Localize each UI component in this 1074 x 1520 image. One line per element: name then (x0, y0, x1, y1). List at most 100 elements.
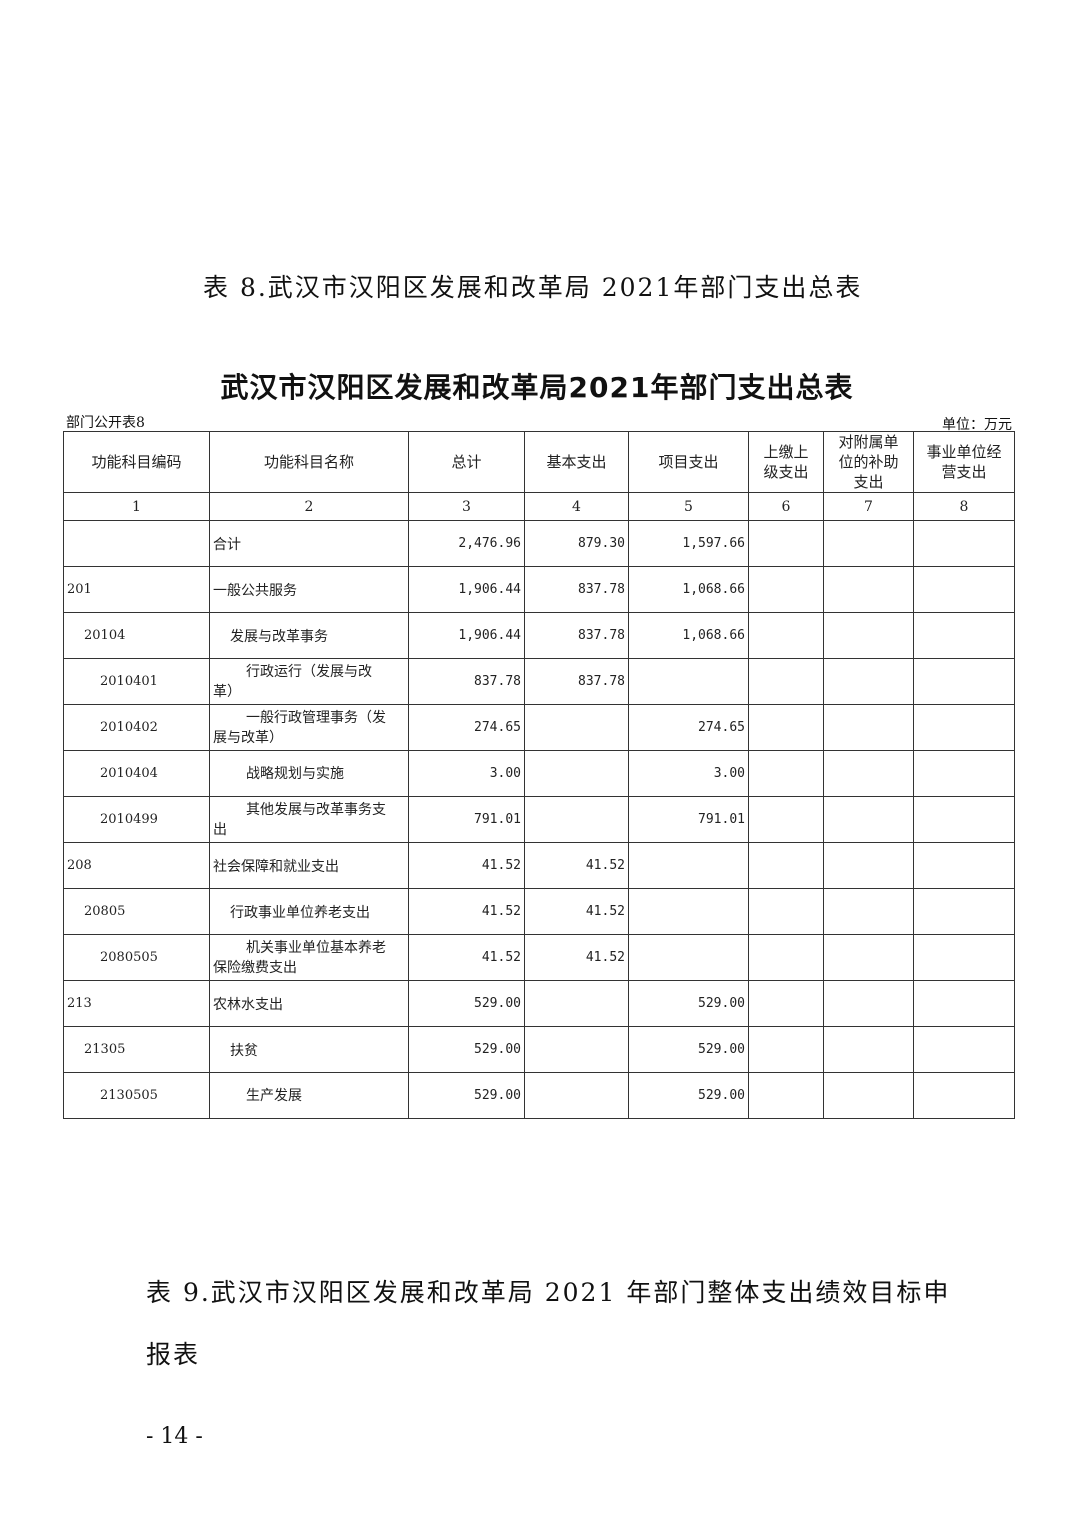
column-number: 7 (823, 492, 914, 521)
empty-cell (748, 934, 824, 981)
empty-cell (823, 980, 914, 1027)
column-header: 基本支出 (524, 431, 629, 493)
table-row: 2010499 其他发展与改革事务支出 791.01 791.01 (63, 796, 1015, 843)
total-cell: 529.00 (408, 1072, 525, 1119)
table-title: 武汉市汉阳区发展和改革局2021年部门支出总表 (220, 371, 854, 404)
name-cell: 其他发展与改革事务支出 (209, 796, 409, 843)
column-header: 总计 (408, 431, 525, 493)
empty-cell (748, 888, 824, 935)
total-cell: 1,906.44 (408, 566, 525, 613)
project-cell (628, 658, 749, 705)
column-header: 项目支出 (628, 431, 749, 493)
column-header: 功能科目编码 (63, 431, 210, 493)
empty-cell (913, 1026, 1015, 1073)
code-cell: 2010404 (63, 750, 210, 797)
table-row: 21305 扶贫 529.00 529.00 (63, 1026, 1015, 1073)
table-row: 213 农林水支出 529.00 529.00 (63, 980, 1015, 1027)
table-row: 2130505 生产发展 529.00 529.00 (63, 1072, 1015, 1119)
empty-cell (748, 612, 824, 659)
name-cell: 社会保障和就业支出 (209, 842, 409, 889)
code-cell: 20104 (63, 612, 210, 659)
empty-cell (913, 520, 1015, 567)
code-cell: 213 (63, 980, 210, 1027)
total-cell: 529.00 (408, 1026, 525, 1073)
empty-cell (823, 888, 914, 935)
empty-cell (913, 842, 1015, 889)
basic-cell (524, 750, 629, 797)
column-header: 上缴上级支出 (748, 431, 824, 493)
name-cell: 发展与改革事务 (209, 612, 409, 659)
basic-cell: 837.78 (524, 566, 629, 613)
total-cell: 3.00 (408, 750, 525, 797)
empty-cell (823, 934, 914, 981)
column-header: 事业单位经营支出 (913, 431, 1015, 493)
basic-cell (524, 1026, 629, 1073)
name-cell: 行政运行（发展与改革） (209, 658, 409, 705)
empty-cell (823, 520, 914, 567)
name-cell: 生产发展 (209, 1072, 409, 1119)
project-cell (628, 888, 749, 935)
column-number: 1 (63, 492, 210, 521)
empty-cell (748, 796, 824, 843)
empty-cell (823, 796, 914, 843)
empty-cell (913, 888, 1015, 935)
table-row: 2010402 一般行政管理事务（发展与改革） 274.65 274.65 (63, 704, 1015, 751)
project-cell: 791.01 (628, 796, 749, 843)
empty-cell (913, 980, 1015, 1027)
code-cell (63, 520, 210, 567)
empty-cell (748, 658, 824, 705)
column-header: 对附属单位的补助支出 (823, 431, 914, 493)
empty-cell (748, 520, 824, 567)
project-cell: 1,597.66 (628, 520, 749, 567)
column-number: 2 (209, 492, 409, 521)
empty-cell (748, 980, 824, 1027)
table-row: 201 一般公共服务 1,906.44 837.78 1,068.66 (63, 566, 1015, 613)
total-cell: 41.52 (408, 888, 525, 935)
name-cell: 一般公共服务 (209, 566, 409, 613)
table-row: 20805 行政事业单位养老支出 41.52 41.52 (63, 888, 1015, 935)
empty-cell (823, 566, 914, 613)
code-cell: 2010402 (63, 704, 210, 751)
name-cell: 行政事业单位养老支出 (209, 888, 409, 935)
empty-cell (748, 1072, 824, 1119)
code-cell: 208 (63, 842, 210, 889)
column-number: 5 (628, 492, 749, 521)
empty-cell (748, 1026, 824, 1073)
name-cell: 合计 (209, 520, 409, 567)
code-cell: 2010401 (63, 658, 210, 705)
empty-cell (748, 750, 824, 797)
empty-cell (823, 1072, 914, 1119)
project-cell: 1,068.66 (628, 612, 749, 659)
column-number: 8 (913, 492, 1015, 521)
total-cell: 1,906.44 (408, 612, 525, 659)
project-cell: 1,068.66 (628, 566, 749, 613)
page-number: - 14 - (146, 1424, 203, 1449)
total-cell: 2,476.96 (408, 520, 525, 567)
empty-cell (823, 704, 914, 751)
table-row: 2010401 行政运行（发展与改革） 837.78 837.78 (63, 658, 1015, 705)
basic-cell: 41.52 (524, 934, 629, 981)
total-cell: 274.65 (408, 704, 525, 751)
empty-cell (913, 934, 1015, 981)
basic-cell (524, 704, 629, 751)
name-cell: 一般行政管理事务（发展与改革） (209, 704, 409, 751)
form-number: 部门公开表8 (66, 415, 145, 431)
empty-cell (823, 612, 914, 659)
table-row: 20104 发展与改革事务 1,906.44 837.78 1,068.66 (63, 612, 1015, 659)
basic-cell (524, 980, 629, 1027)
basic-cell (524, 1072, 629, 1119)
basic-cell: 879.30 (524, 520, 629, 567)
basic-cell: 41.52 (524, 888, 629, 935)
empty-cell (823, 750, 914, 797)
expenditure-table: 功能科目编码 功能科目名称 总计 基本支出 项目支出 上缴上级支出 对附属单位的补助支出 事业… (63, 431, 1015, 1119)
empty-cell (913, 750, 1015, 797)
basic-cell: 41.52 (524, 842, 629, 889)
code-cell: 2010499 (63, 796, 210, 843)
column-header: 功能科目名称 (209, 431, 409, 493)
basic-cell: 837.78 (524, 612, 629, 659)
empty-cell (748, 566, 824, 613)
total-cell: 529.00 (408, 980, 525, 1027)
empty-cell (823, 1026, 914, 1073)
code-cell: 201 (63, 566, 210, 613)
